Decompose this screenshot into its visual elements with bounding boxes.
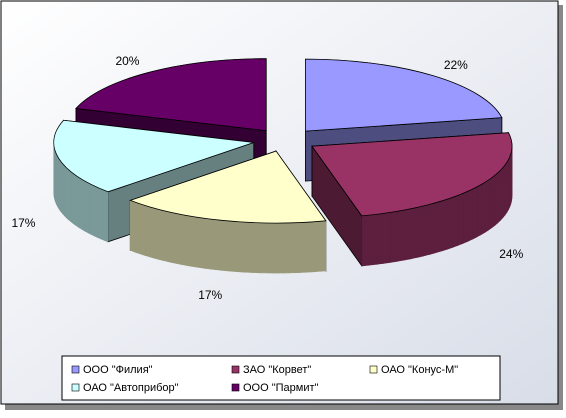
slice-side: [82, 180, 85, 232]
slice-side: [411, 207, 417, 258]
slice-side: [130, 200, 134, 251]
slice-side: [430, 203, 436, 255]
slice-side: [262, 223, 267, 273]
slice-side: [181, 214, 186, 265]
slice-side: [75, 174, 77, 226]
legend-swatch: [232, 366, 239, 373]
slice-side: [104, 190, 108, 241]
slice-side: [289, 223, 294, 273]
slice-side: [210, 219, 215, 270]
slice-side: [215, 220, 220, 271]
slice-side: [273, 223, 278, 273]
slice-side: [150, 207, 154, 258]
legend-swatch: [370, 366, 377, 373]
slice-side: [176, 213, 181, 264]
slice-side: [91, 184, 94, 236]
slice-side: [294, 223, 299, 273]
slice-side: [472, 187, 476, 239]
legend-label: ООО "Пармит": [243, 382, 319, 394]
slice-side: [146, 206, 150, 257]
slice-side: [257, 223, 262, 273]
slice-side: [481, 182, 485, 234]
slice-side: [163, 210, 167, 261]
legend-swatch: [72, 384, 79, 391]
data-label: 24%: [499, 247, 523, 261]
slice-side: [315, 221, 320, 271]
slice-side: [485, 180, 489, 232]
slice-side: [501, 168, 503, 221]
slice-side: [142, 204, 146, 255]
slice-side: [220, 220, 225, 271]
slice-side: [441, 199, 447, 251]
slice-side: [167, 211, 172, 262]
legend-swatch: [232, 384, 239, 391]
slice-side: [376, 213, 383, 264]
slice-side: [503, 165, 505, 218]
slice-side: [190, 216, 195, 267]
slice-side: [468, 189, 473, 241]
slice-side: [453, 195, 458, 247]
slice-side: [231, 221, 236, 271]
slice-side: [80, 178, 83, 230]
slice-side: [205, 218, 210, 269]
slice-side: [138, 203, 142, 254]
slice-side: [321, 221, 326, 271]
slice-side: [77, 176, 80, 228]
slice-side: [101, 189, 104, 240]
slice-side: [305, 222, 310, 272]
slice-side: [423, 204, 429, 256]
slice-side: [310, 222, 315, 272]
slice-side: [236, 222, 241, 272]
slice-side: [246, 222, 251, 272]
data-label: 20%: [115, 54, 139, 68]
legend-label: ОАО "Автоприбор": [83, 382, 179, 394]
slice-side: [498, 170, 501, 223]
slice-side: [495, 173, 498, 226]
data-label: 17%: [198, 288, 222, 302]
slice-side: [68, 169, 70, 221]
slice-side: [458, 193, 463, 245]
slice-side: [390, 211, 397, 262]
slice-side: [200, 218, 205, 269]
slice-side: [252, 223, 257, 273]
slice-side: [70, 171, 72, 223]
slice-side: [404, 209, 411, 260]
slice-side: [195, 217, 200, 268]
slice-side: [492, 175, 495, 227]
slice-side: [241, 222, 246, 272]
slice-side: [463, 191, 468, 243]
slice-side: [383, 212, 390, 263]
legend-label: ООО "Филия": [83, 364, 153, 376]
slice-side: [225, 221, 230, 271]
slice-side: [300, 222, 305, 272]
slice-side: [447, 197, 452, 249]
slice-side: [186, 215, 191, 266]
slice-side: [154, 208, 158, 259]
data-label: 17%: [11, 216, 35, 230]
slice-side: [97, 187, 100, 238]
slice-side: [72, 173, 74, 225]
slice-side: [488, 178, 491, 230]
slice-side: [268, 223, 273, 273]
slice-side: [369, 214, 376, 265]
legend-label: ОАО "Конус-М": [381, 364, 458, 376]
slice-side: [436, 201, 442, 253]
slice-side: [417, 206, 423, 257]
slice-side: [158, 209, 162, 260]
slice-side: [94, 186, 97, 238]
slice-side: [134, 202, 138, 253]
slice-side: [284, 223, 289, 273]
slice-side: [88, 183, 91, 235]
slice-side: [278, 223, 283, 273]
slice-side: [85, 181, 88, 233]
legend-label: ЗАО "Корвет": [243, 364, 311, 376]
slice-side: [477, 185, 481, 237]
legend-swatch: [72, 366, 79, 373]
data-label: 22%: [444, 58, 468, 72]
slice-side: [172, 212, 177, 263]
slice-side: [362, 215, 369, 266]
slice-side: [397, 210, 404, 261]
